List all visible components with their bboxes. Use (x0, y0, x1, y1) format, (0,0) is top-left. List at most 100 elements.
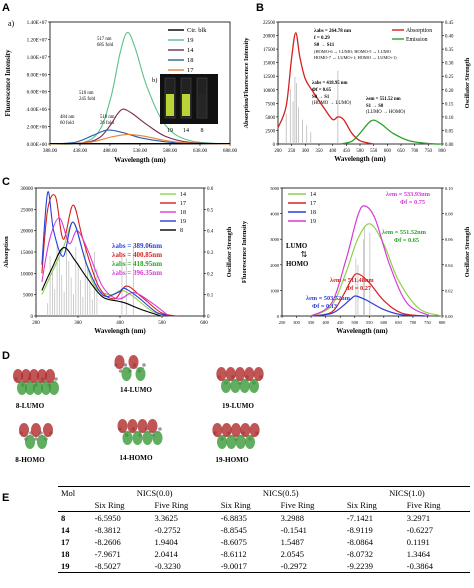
orbital-lobe (128, 355, 139, 369)
x-tick-label: 350 (315, 149, 323, 154)
table-cell: -9.2239 (343, 560, 404, 573)
y-tick-label: 25000 (21, 208, 34, 213)
x-tick-label: 300 (74, 321, 82, 326)
x-tick-label: 600 (200, 321, 208, 326)
table-cell: 14 (61, 525, 70, 535)
orbital-lobe (31, 423, 41, 437)
table-cell: 3.2988 (280, 513, 304, 523)
y-tick-label: 15000 (263, 62, 276, 67)
table-cell: -8.6075 (220, 537, 247, 547)
transition-annotation: λem = 551.52 nm (366, 97, 401, 102)
y2-tick-label: 0.00 (445, 143, 454, 148)
table-mol-header: Mol (58, 486, 92, 499)
x-tick-label: 388.00 (43, 148, 58, 154)
emission-annotation: λem = 511.48nm (330, 277, 374, 284)
x-tick-label: 800 (439, 320, 446, 325)
y-tick-label: 5000 (265, 116, 275, 121)
y2-tick-label: 0.15 (445, 102, 454, 107)
series-19-line (310, 205, 431, 317)
table-cell: 2.0414 (154, 549, 178, 559)
emission-annotation: Φf = 0.27 (346, 285, 371, 292)
table-cell: -8.3812 (94, 525, 121, 535)
x-axis-label: Wavelength (nm) (94, 327, 146, 335)
orbital-lobe (142, 431, 153, 445)
table-cell: -0.6227 (406, 525, 433, 535)
x-tick-label: 400 (322, 320, 329, 325)
x-tick-label: 438.00 (73, 148, 88, 154)
transition-annotation: (HOMO → LUMO) (312, 101, 352, 106)
orbital-lobe (245, 435, 255, 449)
atom (142, 363, 146, 367)
y2-tick-label: 0.00 (445, 314, 453, 319)
legend-label: 19 (180, 219, 186, 225)
orbital-lobe (33, 381, 43, 395)
table-row: 8 -6.5950 3.3625 -6.8835 3.2988 -7.1421 … (58, 512, 470, 525)
orbital-lobe (25, 435, 35, 449)
y-tick-label: 8.00E+06 (27, 72, 48, 78)
y-tick-label: 6.00E+06 (27, 90, 48, 96)
panel-letter-c: C (2, 176, 10, 188)
legend-label: Emission (406, 37, 428, 43)
table-group-header: NICS(0.5) (217, 486, 344, 499)
orbital-lobe (19, 423, 29, 437)
y-axis-label: Absorption/Fluorescence Intensity (243, 37, 250, 129)
x-tick-label: 550 (366, 320, 373, 325)
orbital-lobe (221, 423, 232, 437)
table-cell: -8.9119 (346, 525, 373, 535)
peak-annotation: 517 nm (97, 37, 112, 42)
transition-annotation: HOMO-7 → LUMO+1; HOMO → LUMO+1) (314, 55, 397, 60)
y-tick-label: 3000 (270, 237, 280, 242)
inset-label: b) (152, 77, 157, 84)
table-cell: -6.8835 (220, 513, 247, 523)
x-tick-label: 800 (438, 149, 446, 154)
orbital-label: 8-HOMO (15, 456, 45, 464)
x-tick-label: 588.00 (163, 148, 178, 154)
series-14-line (310, 223, 443, 317)
panel-a-sub-a: a) (8, 19, 15, 28)
y-tick-label: 20000 (21, 230, 34, 235)
table-cell: 17 (61, 537, 70, 547)
y-tick-label: 1.20E+07 (27, 37, 48, 43)
table-cell: -0.3230 (151, 560, 218, 573)
table-sub-header: Six Ring (343, 499, 404, 512)
table-cell: 3.2971 (406, 513, 431, 523)
x-tick-label: 250 (279, 320, 286, 325)
panel-c-right-chart: 250 300 350 400 450 500 550 600 650 700 750 800 0 100… (241, 186, 471, 335)
legend-label: 18 (187, 57, 194, 64)
emission-annotation: λem = 533.93nm (386, 191, 431, 198)
x-axis-label: Wavelength (nm) (334, 155, 386, 163)
orbital-lobe (29, 369, 39, 383)
y2-tick-label: 0.1 (207, 294, 214, 299)
series-emission-line (340, 119, 443, 145)
y2-tick-label: 0.6 (207, 187, 214, 192)
orbital-lobe (225, 367, 236, 381)
table-cell: 1.9404 (154, 537, 178, 547)
orbital-render (19, 423, 53, 449)
y-tick-label: 10000 (21, 272, 34, 277)
emission-annotation: λem = 503.52nm (306, 295, 351, 302)
x-axis-label: Wavelength (nm) (336, 327, 388, 335)
transition-arrows-icon: ⇅ (301, 250, 308, 259)
table-cell: 1.3464 (406, 549, 431, 559)
y-tick-label: 2.00E+06 (27, 125, 48, 131)
table-cell: 0.1191 (406, 537, 430, 547)
atom (54, 377, 58, 381)
peak-annotation: 26 fold (100, 121, 114, 126)
x-tick-label: 450 (343, 149, 351, 154)
legend-label: 17 (187, 67, 194, 74)
orbital-lobe (249, 423, 260, 437)
series-17-line (49, 133, 231, 145)
lumo-label: LUMO (286, 243, 307, 250)
y2-tick-label: 0.45 (445, 21, 454, 26)
vial-liquid (198, 94, 206, 116)
y-tick-label: 2500 (265, 129, 275, 134)
atom (123, 363, 128, 367)
orbital-label: 8-LUMO (16, 402, 45, 410)
vial-label: 14 (183, 128, 189, 134)
orbital-lobe (216, 367, 227, 381)
y-tick-label: 30000 (21, 187, 34, 192)
orbital-lobe (13, 369, 23, 383)
table-cell: -8.0732 (346, 549, 374, 559)
orbital-lobe (231, 423, 241, 437)
y2-axis-label: Oscillator Strength (464, 57, 471, 108)
